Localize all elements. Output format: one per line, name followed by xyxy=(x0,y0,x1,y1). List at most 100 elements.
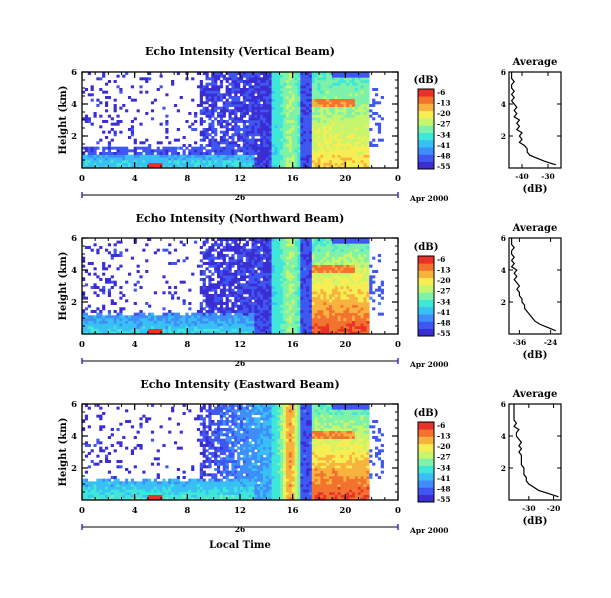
heatmap-cell xyxy=(288,160,293,163)
heatmap-cell xyxy=(162,328,166,332)
heatmap-cell xyxy=(300,90,304,94)
heatmap-cell xyxy=(240,90,244,94)
heatmap-cell xyxy=(360,98,364,102)
heatmap-cell xyxy=(291,246,295,249)
heatmap-cell xyxy=(217,283,221,287)
heatmap-cell xyxy=(303,146,307,150)
heatmap-cell xyxy=(334,74,338,78)
heatmap-cell xyxy=(168,146,172,150)
heatmap-cell xyxy=(219,280,224,284)
heatmap-cell xyxy=(142,154,146,158)
heatmap-cell xyxy=(156,331,160,335)
heatmap-cell xyxy=(199,286,203,289)
heatmap-cell xyxy=(133,157,137,161)
heatmap-cell xyxy=(125,248,129,252)
heatmap-cell xyxy=(311,246,315,249)
heatmap-cell xyxy=(308,256,313,260)
heatmap-cell xyxy=(360,304,364,308)
heatmap-cell xyxy=(234,72,238,75)
heatmap-cell xyxy=(237,90,241,94)
heatmap-cell xyxy=(242,72,247,75)
heatmap-cell xyxy=(145,152,149,155)
heatmap-cell xyxy=(211,323,215,327)
heatmap-cell xyxy=(107,154,112,158)
heatmap-cell xyxy=(343,136,347,139)
heatmap-cell xyxy=(113,326,117,329)
heatmap-cell xyxy=(288,240,293,244)
heatmap-cell xyxy=(280,272,284,276)
heatmap-cell xyxy=(214,138,218,142)
heatmap-cell xyxy=(217,251,221,255)
heatmap-cell xyxy=(291,248,295,252)
heatmap-cell xyxy=(231,323,235,327)
heatmap-cell xyxy=(219,270,224,273)
heatmap-cell xyxy=(245,315,249,319)
heatmap-cell xyxy=(211,272,215,276)
heatmap-cell xyxy=(317,152,321,155)
heatmap-cell xyxy=(277,130,281,134)
heatmap-cell xyxy=(274,283,278,287)
heatmap-cell xyxy=(274,77,278,81)
heatmap-cell xyxy=(87,154,91,158)
heatmap-cell xyxy=(277,328,281,332)
heatmap-cell xyxy=(360,154,364,158)
heatmap-cell xyxy=(331,267,336,271)
heatmap-cell xyxy=(306,270,310,273)
heatmap-cell xyxy=(283,93,287,97)
heatmap-cell xyxy=(291,114,295,118)
heatmap-cell xyxy=(285,101,290,105)
heatmap-cell xyxy=(248,160,252,163)
heatmap-cell xyxy=(280,315,284,319)
heatmap-cell xyxy=(300,294,304,297)
heatmap-cell xyxy=(306,90,310,94)
heatmap-cell xyxy=(251,278,255,281)
heatmap-cell xyxy=(343,149,347,153)
heatmap-cell xyxy=(317,106,321,110)
heatmap-cell xyxy=(354,288,359,292)
heatmap-cell xyxy=(372,112,376,115)
heatmap-cell xyxy=(352,240,356,244)
heatmap-cell xyxy=(320,90,324,94)
heatmap-cell xyxy=(217,264,221,268)
heatmap-cell xyxy=(354,120,359,123)
heatmap-cell xyxy=(237,251,241,255)
heatmap-cell xyxy=(303,82,307,86)
heatmap-cell xyxy=(294,296,298,300)
heatmap-cell xyxy=(254,323,258,327)
heatmap-cell xyxy=(251,162,255,166)
heatmap-cell xyxy=(208,270,212,273)
heatmap-cell xyxy=(202,299,206,303)
heatmap-cell xyxy=(110,323,114,327)
heatmap-cell xyxy=(248,302,252,305)
heatmap-cell xyxy=(222,254,226,257)
heatmap-cell xyxy=(182,315,186,319)
heatmap-cell xyxy=(240,104,244,107)
heatmap-cell xyxy=(271,162,275,166)
heatmap-cell xyxy=(317,323,321,327)
heatmap-cell xyxy=(222,283,226,287)
heatmap-cell xyxy=(346,120,350,123)
heatmap-cell xyxy=(360,251,364,255)
heatmap-cell xyxy=(320,136,324,139)
heatmap-cell xyxy=(334,243,338,247)
heatmap-cell xyxy=(237,291,241,295)
heatmap-cell xyxy=(306,125,310,129)
heatmap-cell xyxy=(208,275,212,279)
heatmap-cell xyxy=(291,154,295,158)
heatmap-cell xyxy=(340,270,344,273)
heatmap-cell xyxy=(240,320,244,324)
heatmap-cell xyxy=(222,312,226,316)
heatmap-cell xyxy=(297,162,301,166)
heatmap-cell xyxy=(326,165,330,169)
heatmap-cell xyxy=(211,326,215,329)
heatmap-cell xyxy=(280,138,284,142)
heatmap-cell xyxy=(331,146,336,150)
heatmap-cell xyxy=(363,125,367,129)
heatmap-cell xyxy=(214,288,218,292)
heatmap-cell xyxy=(228,262,232,265)
heatmap-cell xyxy=(208,318,212,321)
heatmap-cell xyxy=(245,88,249,91)
heatmap-cell xyxy=(314,82,318,86)
heatmap-cell xyxy=(360,331,364,335)
heatmap-cell xyxy=(245,288,249,292)
